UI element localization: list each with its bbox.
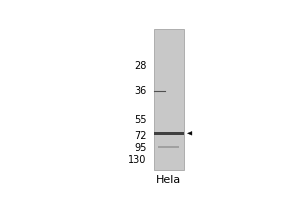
Text: 95: 95 (134, 143, 147, 153)
Text: 72: 72 (134, 131, 147, 141)
Bar (154, 132, 184, 135)
Text: 28: 28 (134, 61, 147, 71)
Text: 55: 55 (134, 115, 147, 125)
Bar (158, 146, 179, 148)
Text: 36: 36 (134, 86, 147, 96)
Bar (154, 29, 184, 170)
Polygon shape (188, 131, 192, 135)
Text: 130: 130 (128, 155, 147, 165)
Text: Hela: Hela (156, 175, 182, 185)
